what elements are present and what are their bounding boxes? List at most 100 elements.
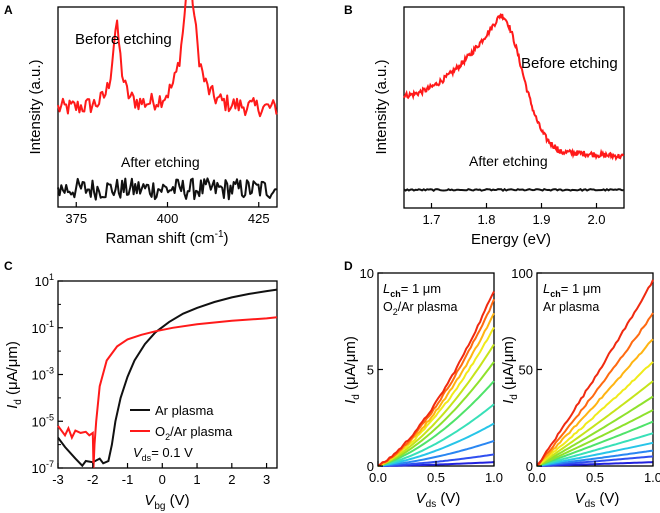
panel-d-left-ytick-label: 10 bbox=[360, 266, 374, 281]
dl-ylabel-sub: d bbox=[351, 394, 362, 400]
panel-d-right-plasma: Ar plasma bbox=[543, 300, 599, 314]
panel-c-ytick-label: 10-3 bbox=[32, 366, 54, 383]
dl-ylabel-unit: (μA/μm) bbox=[342, 336, 359, 394]
panel-d-right-ylabel: Id (μA/μm) bbox=[500, 336, 520, 404]
dl-plasma-sub: 2 bbox=[393, 307, 398, 317]
panel-c-ytick-label: 10-7 bbox=[32, 459, 54, 476]
panel-d-right-lch: Lch= 1 μm bbox=[543, 281, 601, 299]
panel-d-right-curve bbox=[536, 279, 654, 466]
panel-d-right-xticks: 0.0 0.5 1.0 bbox=[528, 461, 660, 485]
legend-o2ar-tail: /Ar plasma bbox=[170, 424, 233, 439]
panel-a-xticks: 375 400 425 bbox=[65, 202, 270, 226]
panel-b-xtick-label: 1.7 bbox=[422, 212, 440, 227]
vds-main: V bbox=[133, 445, 143, 460]
panel-c-xtick-label: 3 bbox=[263, 472, 270, 487]
panel-c-xlabel: Vbg (V) bbox=[144, 492, 189, 512]
panel-c-xtick-label: 2 bbox=[228, 472, 235, 487]
dl-lch-tail: = 1 μm bbox=[401, 281, 441, 296]
panel-a-series-before bbox=[57, 0, 278, 118]
panel-a-curves bbox=[57, 0, 278, 201]
dr-xlabel-main: V bbox=[575, 490, 587, 507]
panel-c-xlabel-main: V bbox=[144, 492, 156, 509]
panel-c: C -3 -2 -1 0 1 2 3 101 10-1 10-3 10-5 10-7 Ar plas… bbox=[4, 259, 278, 512]
dl-lch-sub: ch bbox=[390, 289, 401, 299]
dr-ylabel-unit: (μA/μm) bbox=[500, 336, 517, 394]
panel-d-left-ytick-label: 0 bbox=[367, 459, 374, 474]
dl-plasma-tail: /Ar plasma bbox=[398, 300, 458, 314]
panel-c-series-ar bbox=[57, 288, 278, 468]
panel-d-right-ytick-label: 100 bbox=[511, 266, 533, 281]
panel-d-left-xtick-label: 0.0 bbox=[369, 470, 387, 485]
panel-c-letter: C bbox=[4, 259, 13, 273]
panel-d-left-ytick-label: 5 bbox=[367, 363, 374, 378]
panel-d-right-ytick-label: 50 bbox=[519, 363, 533, 378]
panel-a: A 375 400 425 Before etching After etching… bbox=[4, 0, 278, 247]
panel-d-left-plasma: O2/Ar plasma bbox=[383, 300, 458, 317]
panel-d-right-xlabel: Vds (V) bbox=[575, 490, 620, 510]
panel-d-left-yticks: 0 5 10 bbox=[360, 266, 383, 474]
panel-b: B 1.7 1.8 1.9 2.0 Before etching After etch… bbox=[344, 3, 625, 248]
panel-a-xlabel-sup: -1 bbox=[215, 229, 224, 240]
panel-d-right-curve bbox=[536, 312, 654, 467]
panel-a-xtick-label: 425 bbox=[248, 211, 270, 226]
panel-b-letter: B bbox=[344, 3, 353, 17]
dr-xlabel-unit: (V) bbox=[595, 490, 619, 507]
dr-ylabel-main: I bbox=[500, 400, 517, 404]
dl-ylabel-main: I bbox=[342, 400, 359, 404]
dr-lch-main: L bbox=[543, 281, 550, 296]
panel-d-left-curve bbox=[377, 361, 495, 467]
dr-lch-tail: = 1 μm bbox=[561, 281, 601, 296]
panel-b-xtick-label: 2.0 bbox=[587, 212, 605, 227]
panel-b-series-after bbox=[403, 187, 624, 193]
panel-a-xlabel-tail: ) bbox=[224, 230, 229, 247]
panel-d-right-xtick-label: 0.5 bbox=[586, 470, 604, 485]
panel-a-xlabel-main: Raman shift (cm bbox=[105, 230, 214, 247]
panel-b-xtick-label: 1.9 bbox=[532, 212, 550, 227]
panel-d-right-curves bbox=[536, 279, 654, 467]
legend-o2ar-main: O bbox=[155, 424, 165, 439]
panel-d-left-curve bbox=[377, 290, 495, 467]
panel-d-left-lch: Lch= 1 μm bbox=[383, 281, 441, 299]
panel-b-xlabel: Energy (eV) bbox=[471, 231, 551, 248]
panel-b-after-label: After etching bbox=[469, 153, 548, 169]
vds-tail: = 0.1 V bbox=[151, 445, 193, 460]
dr-xlabel-sub: ds bbox=[585, 499, 596, 510]
dr-lch-sub: ch bbox=[550, 289, 561, 299]
panel-b-before-label: Before etching bbox=[521, 55, 618, 72]
dl-xlabel-sub: ds bbox=[426, 499, 437, 510]
panel-c-xtick-label: -3 bbox=[52, 472, 64, 487]
panel-b-frame bbox=[403, 6, 625, 209]
dl-lch-main: L bbox=[383, 281, 390, 296]
panel-c-xtick-label: -2 bbox=[87, 472, 99, 487]
panel-b-series-before bbox=[403, 12, 625, 162]
panel-d-left-curve bbox=[377, 403, 495, 467]
panel-d-letter: D bbox=[344, 259, 353, 273]
legend-o2ar-label: O2/Ar plasma bbox=[155, 424, 233, 442]
panel-a-ylabel: Intensity (a.u.) bbox=[27, 59, 44, 154]
panel-d-right-xtick-label: 0.0 bbox=[528, 470, 546, 485]
panel-a-xlabel: Raman shift (cm-1) bbox=[105, 229, 228, 247]
vds-sub: ds bbox=[142, 453, 152, 463]
panel-a-series-after bbox=[57, 177, 277, 201]
dl-xlabel-main: V bbox=[416, 490, 428, 507]
panel-d-left-xlabel: Vds (V) bbox=[416, 490, 461, 510]
panel-c-xtick-label: -1 bbox=[122, 472, 134, 487]
panel-c-ylabel-unit: (μA/μm) bbox=[4, 341, 21, 399]
panel-d-right-ytick-label: 0 bbox=[526, 459, 533, 474]
panel-d-right-curve bbox=[536, 420, 654, 467]
panel-d-right-curve bbox=[536, 380, 654, 467]
dr-ylabel-sub: d bbox=[509, 394, 520, 400]
panel-d-right-yticks: 0 50 100 bbox=[511, 266, 542, 474]
panel-c-xticks: -3 -2 -1 0 1 2 3 bbox=[52, 463, 270, 487]
panel-d-right-curve bbox=[536, 441, 654, 467]
panel-a-xtick-label: 400 bbox=[157, 211, 179, 226]
panel-d-right-xtick-label: 1.0 bbox=[644, 470, 660, 485]
panel-d-left-xtick-label: 0.5 bbox=[427, 470, 445, 485]
panel-c-ylabel: Id (μA/μm) bbox=[4, 341, 24, 409]
legend-o2ar-sub: 2 bbox=[165, 432, 170, 442]
dl-plasma-main: O bbox=[383, 300, 393, 314]
panel-c-yticks: 101 10-1 10-3 10-5 10-7 bbox=[32, 272, 63, 476]
panel-a-letter: A bbox=[4, 3, 13, 17]
